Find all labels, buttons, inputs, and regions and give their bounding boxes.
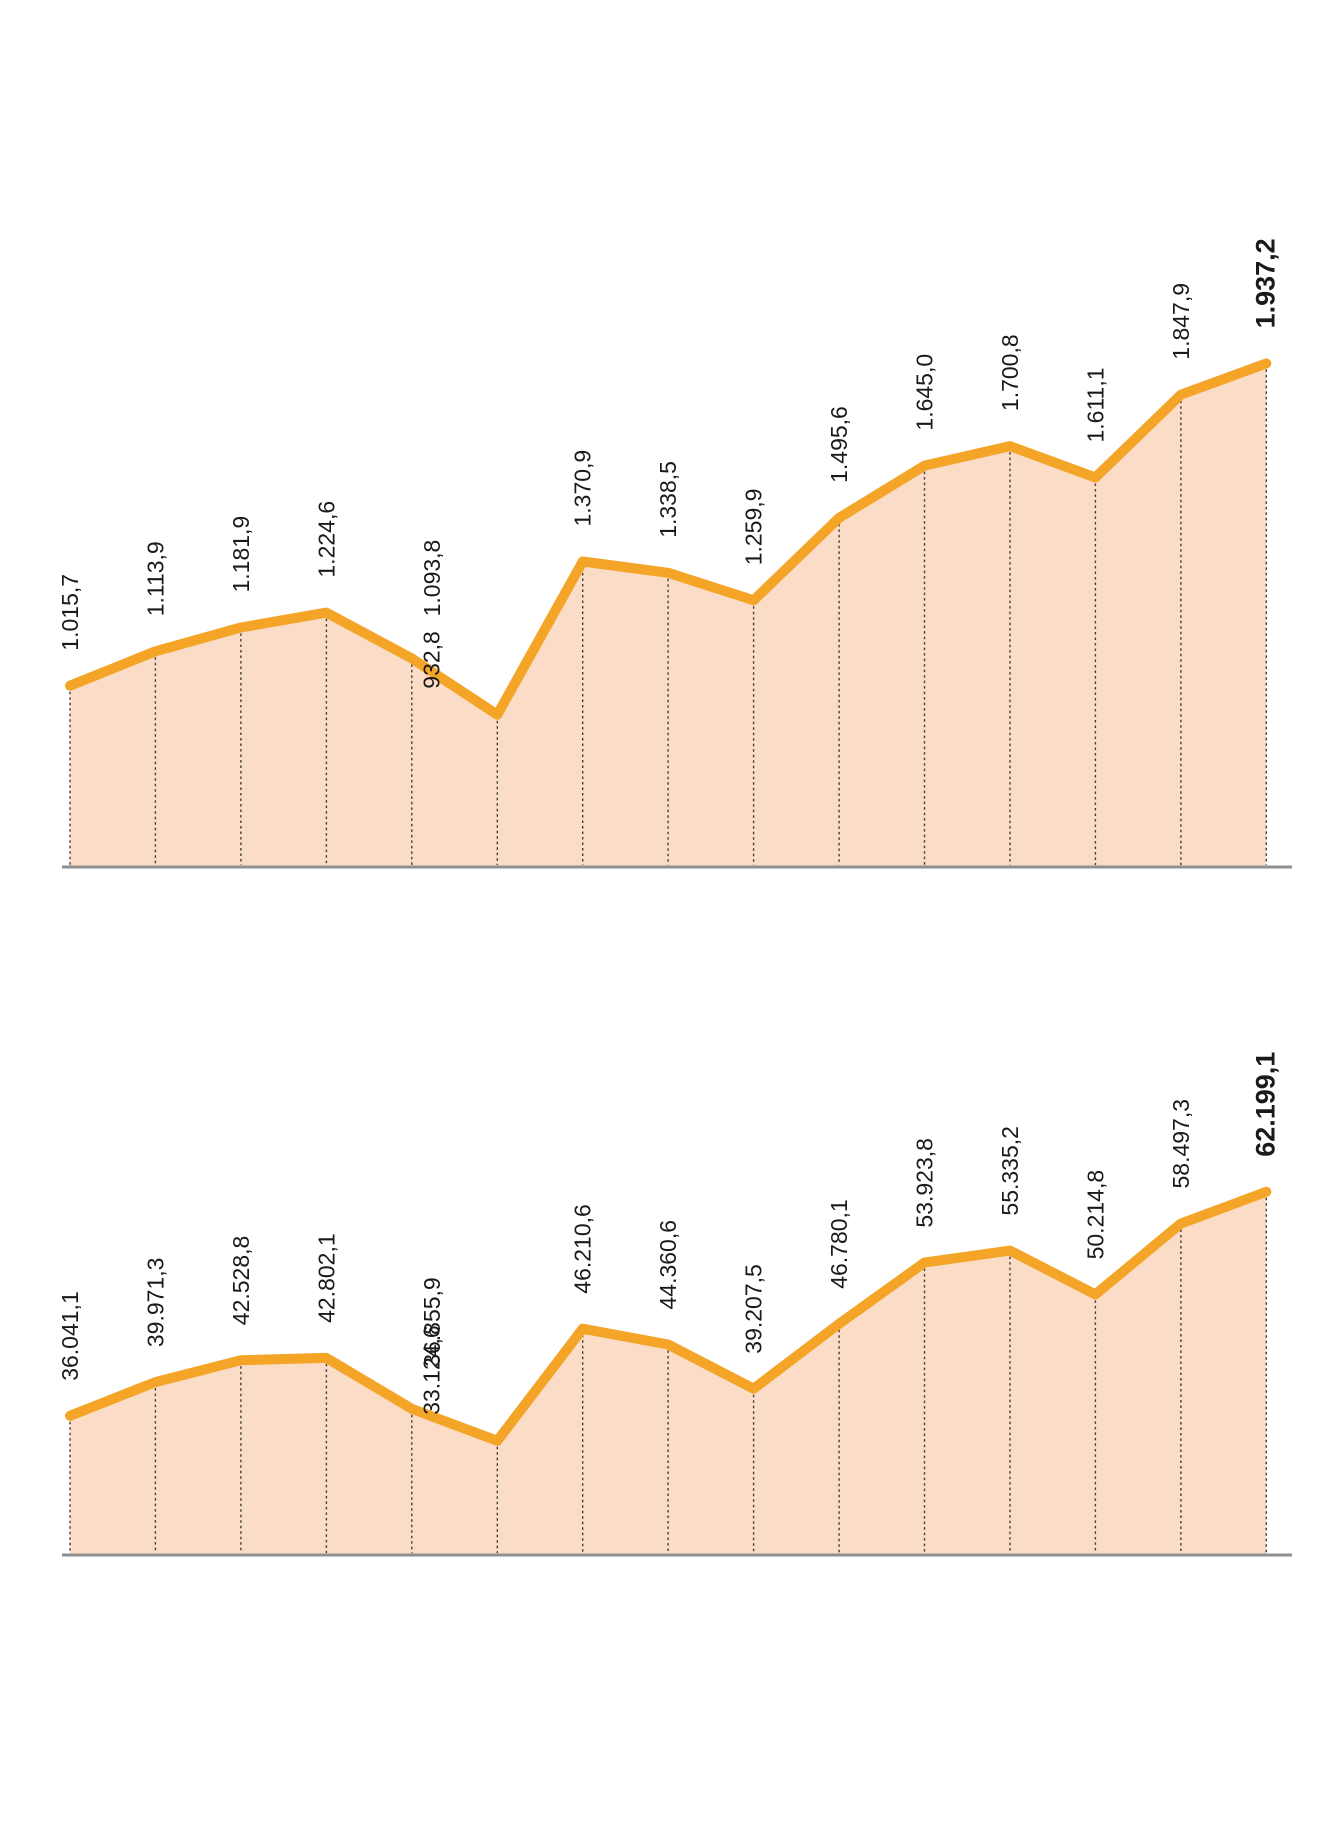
value-label: 1.611,1 [1082,367,1108,442]
value-label: 42.802,1 [313,1233,339,1323]
value-label: 46.210,6 [570,1204,596,1294]
top-area-chart: 1.015,7 1.113,9 1.181,9 1.224,6 1.093,8 932,8… [57,238,1292,869]
value-label: 1.259,9 [741,489,767,566]
value-label: 1.181,9 [228,516,254,593]
value-label: 1.495,6 [826,406,852,483]
value-label: 46.780,1 [826,1199,852,1289]
series-area [70,363,1267,866]
value-label: 39.207,5 [741,1264,767,1354]
value-label: 1.338,5 [655,461,681,538]
value-label: 58.497,3 [1168,1099,1194,1189]
value-label: 1.093,8 [419,540,445,617]
bottom-area-chart: 36.041,1 39.971,3 42.528,8 42.802,1 36.855,9… [57,1052,1292,1557]
value-label: 1.224,6 [313,501,339,578]
value-label: 1.937,2 [1250,238,1280,328]
value-label: 53.923,8 [912,1138,938,1228]
series-line [65,1186,1272,1446]
value-label: 1.370,9 [570,450,596,527]
value-label: 42.528,8 [228,1236,254,1326]
value-label: 50.214,8 [1082,1170,1108,1260]
value-label: 44.360,6 [655,1220,681,1310]
value-label: 33.124,6 [418,1325,444,1415]
value-label: 36.855,9 [419,1277,445,1367]
value-label: 39.971,3 [142,1258,168,1348]
value-label: 1.015,7 [57,574,83,651]
value-label: 62.199,1 [1250,1052,1280,1157]
value-label: 1.645,0 [912,354,938,431]
value-label: 36.041,1 [57,1291,83,1381]
value-label: 55.335,2 [997,1126,1023,1216]
series-line [65,358,1272,720]
value-label: 1.847,9 [1168,283,1194,360]
value-label: 1.700,8 [997,334,1023,411]
value-label: 1.113,9 [142,541,168,616]
value-label: 932,8 [418,631,444,689]
